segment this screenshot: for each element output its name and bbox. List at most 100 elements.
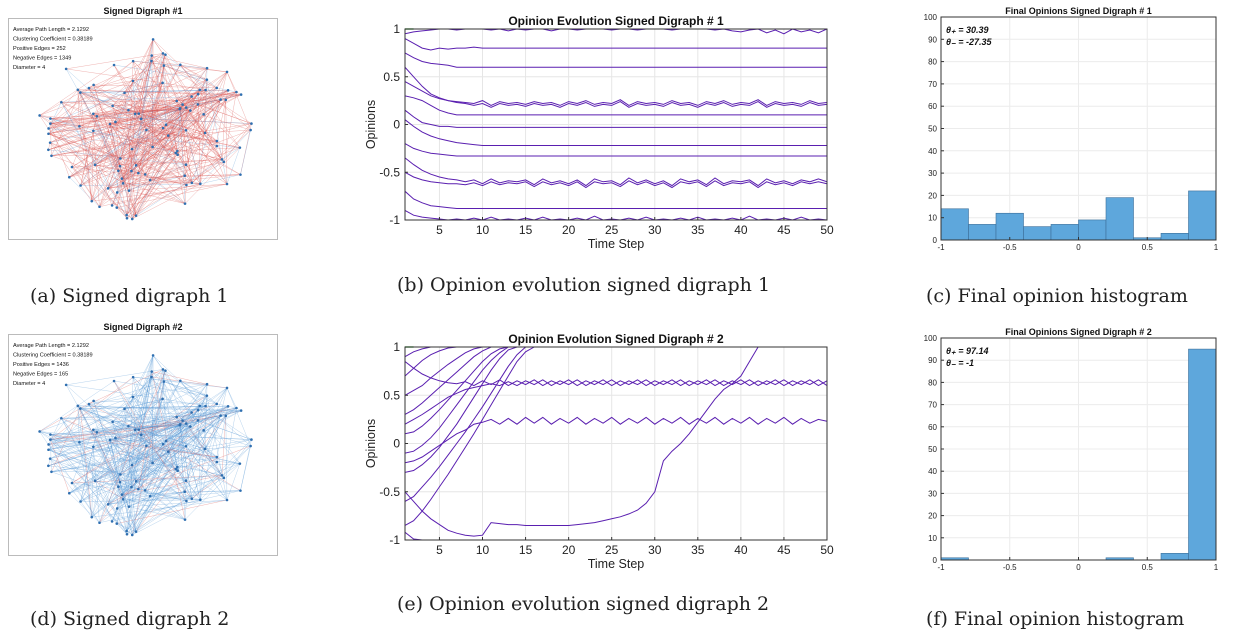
- positive-edge: [206, 395, 217, 405]
- positive-edge: [225, 415, 228, 501]
- chart-title: Opinion Evolution Signed Digraph # 2: [508, 332, 724, 346]
- graph-edges: [39, 39, 252, 220]
- graph-node: [108, 122, 112, 126]
- graph-node: [175, 415, 179, 419]
- positive-edge: [112, 369, 164, 423]
- positive-edge: [80, 410, 242, 502]
- positive-edge: [50, 398, 163, 459]
- graph-node: [150, 375, 153, 379]
- positive-edge: [61, 418, 181, 425]
- negative-edge: [126, 165, 137, 216]
- histogram-annotation: θ₊ = 30.39: [946, 25, 989, 35]
- graph-node: [130, 169, 133, 173]
- positive-edge: [128, 60, 152, 191]
- graph-node: [176, 469, 179, 472]
- negative-edge: [69, 110, 129, 178]
- graph-node: [48, 141, 52, 144]
- negative-edge: [135, 415, 226, 532]
- negative-edge: [138, 55, 152, 114]
- negative-edge: [131, 91, 237, 150]
- positive-edge: [206, 79, 228, 185]
- graph-node: [114, 120, 117, 124]
- graph-node: [118, 164, 122, 168]
- graph-node: [202, 429, 205, 432]
- graph-node: [123, 91, 126, 95]
- negative-edge: [126, 161, 224, 219]
- positive-edge: [48, 408, 125, 445]
- graph-node: [151, 38, 155, 41]
- caption-d: (d) Signed digraph 2: [30, 608, 230, 630]
- x-tick-label: 40: [734, 543, 748, 557]
- graph-node: [161, 126, 165, 130]
- y-tick-label: 60: [928, 102, 937, 111]
- histogram-annotation: θ₋ = -1: [946, 358, 974, 368]
- positive-edge: [165, 395, 208, 441]
- graph-nodes: [38, 354, 253, 537]
- graph-node: [119, 157, 122, 160]
- negative-edge: [77, 89, 187, 186]
- negative-edge: [48, 92, 125, 129]
- positive-edge: [126, 477, 224, 535]
- negative-edge: [126, 180, 151, 216]
- graph-node: [90, 199, 94, 203]
- negative-edge: [135, 99, 226, 216]
- series-line-5: [405, 346, 509, 435]
- positive-edge: [191, 415, 221, 499]
- positive-edge: [69, 493, 100, 523]
- graph-node: [184, 128, 188, 132]
- positive-edge: [79, 425, 129, 443]
- graph-node: [127, 424, 130, 428]
- graph-node: [95, 115, 99, 118]
- caption-f: (f) Final opinion histogram: [926, 608, 1185, 630]
- caption-c: (c) Final opinion histogram: [926, 285, 1188, 307]
- graph-node: [250, 438, 253, 441]
- y-tick-label: 40: [928, 147, 937, 156]
- graph-node: [131, 375, 135, 379]
- positive-edge: [39, 431, 146, 491]
- graph-node: [215, 139, 219, 143]
- graph-node: [224, 98, 228, 102]
- negative-edge: [221, 99, 226, 160]
- positive-edge: [118, 434, 142, 487]
- x-tick-label: 25: [605, 223, 619, 237]
- graph-node: [161, 368, 165, 371]
- graph-node: [130, 485, 133, 489]
- graph-node: [125, 216, 129, 220]
- graph-title: Signed Digraph #1: [103, 6, 182, 16]
- positive-edge: [186, 423, 206, 450]
- positive-edge: [216, 87, 237, 93]
- graph-node: [64, 383, 68, 387]
- graph-node: [67, 175, 71, 179]
- negative-edge: [69, 152, 176, 178]
- graph-node: [203, 131, 207, 135]
- positive-edge: [135, 462, 153, 482]
- negative-edge: [80, 80, 134, 186]
- graph-node: [239, 409, 243, 412]
- graph-node: [162, 380, 166, 383]
- negative-edge: [88, 53, 164, 89]
- positive-edge: [50, 118, 187, 165]
- graph-node: [196, 92, 200, 96]
- graph-node: [49, 122, 52, 125]
- positive-edge: [118, 486, 186, 520]
- positive-edge: [124, 408, 137, 532]
- graph-node: [93, 479, 97, 483]
- graph-node: [176, 465, 179, 469]
- positive-edge: [93, 446, 100, 523]
- graph-node: [137, 428, 141, 431]
- series-line-9: [405, 143, 827, 157]
- series-line-5: [405, 81, 827, 106]
- opinion-evolution-panel-2: 5 10 15 20 25 30 35 40 45 50 -1 -0.5 0 0.5 1 Opinion Ev…: [360, 328, 840, 585]
- y-tick-label: 0.5: [383, 70, 400, 84]
- graph-node: [70, 481, 74, 485]
- positive-edge: [77, 405, 199, 411]
- y-tick-label: 10: [928, 534, 937, 543]
- series-line-12: [405, 190, 827, 209]
- graph-node: [184, 422, 188, 425]
- graph-stat: Clustering Coefficient = 0.38189: [13, 353, 93, 359]
- negative-edge: [118, 170, 127, 216]
- negative-edge: [124, 39, 154, 93]
- positive-edge: [184, 500, 187, 520]
- positive-edge: [185, 384, 208, 481]
- negative-edge: [113, 64, 187, 186]
